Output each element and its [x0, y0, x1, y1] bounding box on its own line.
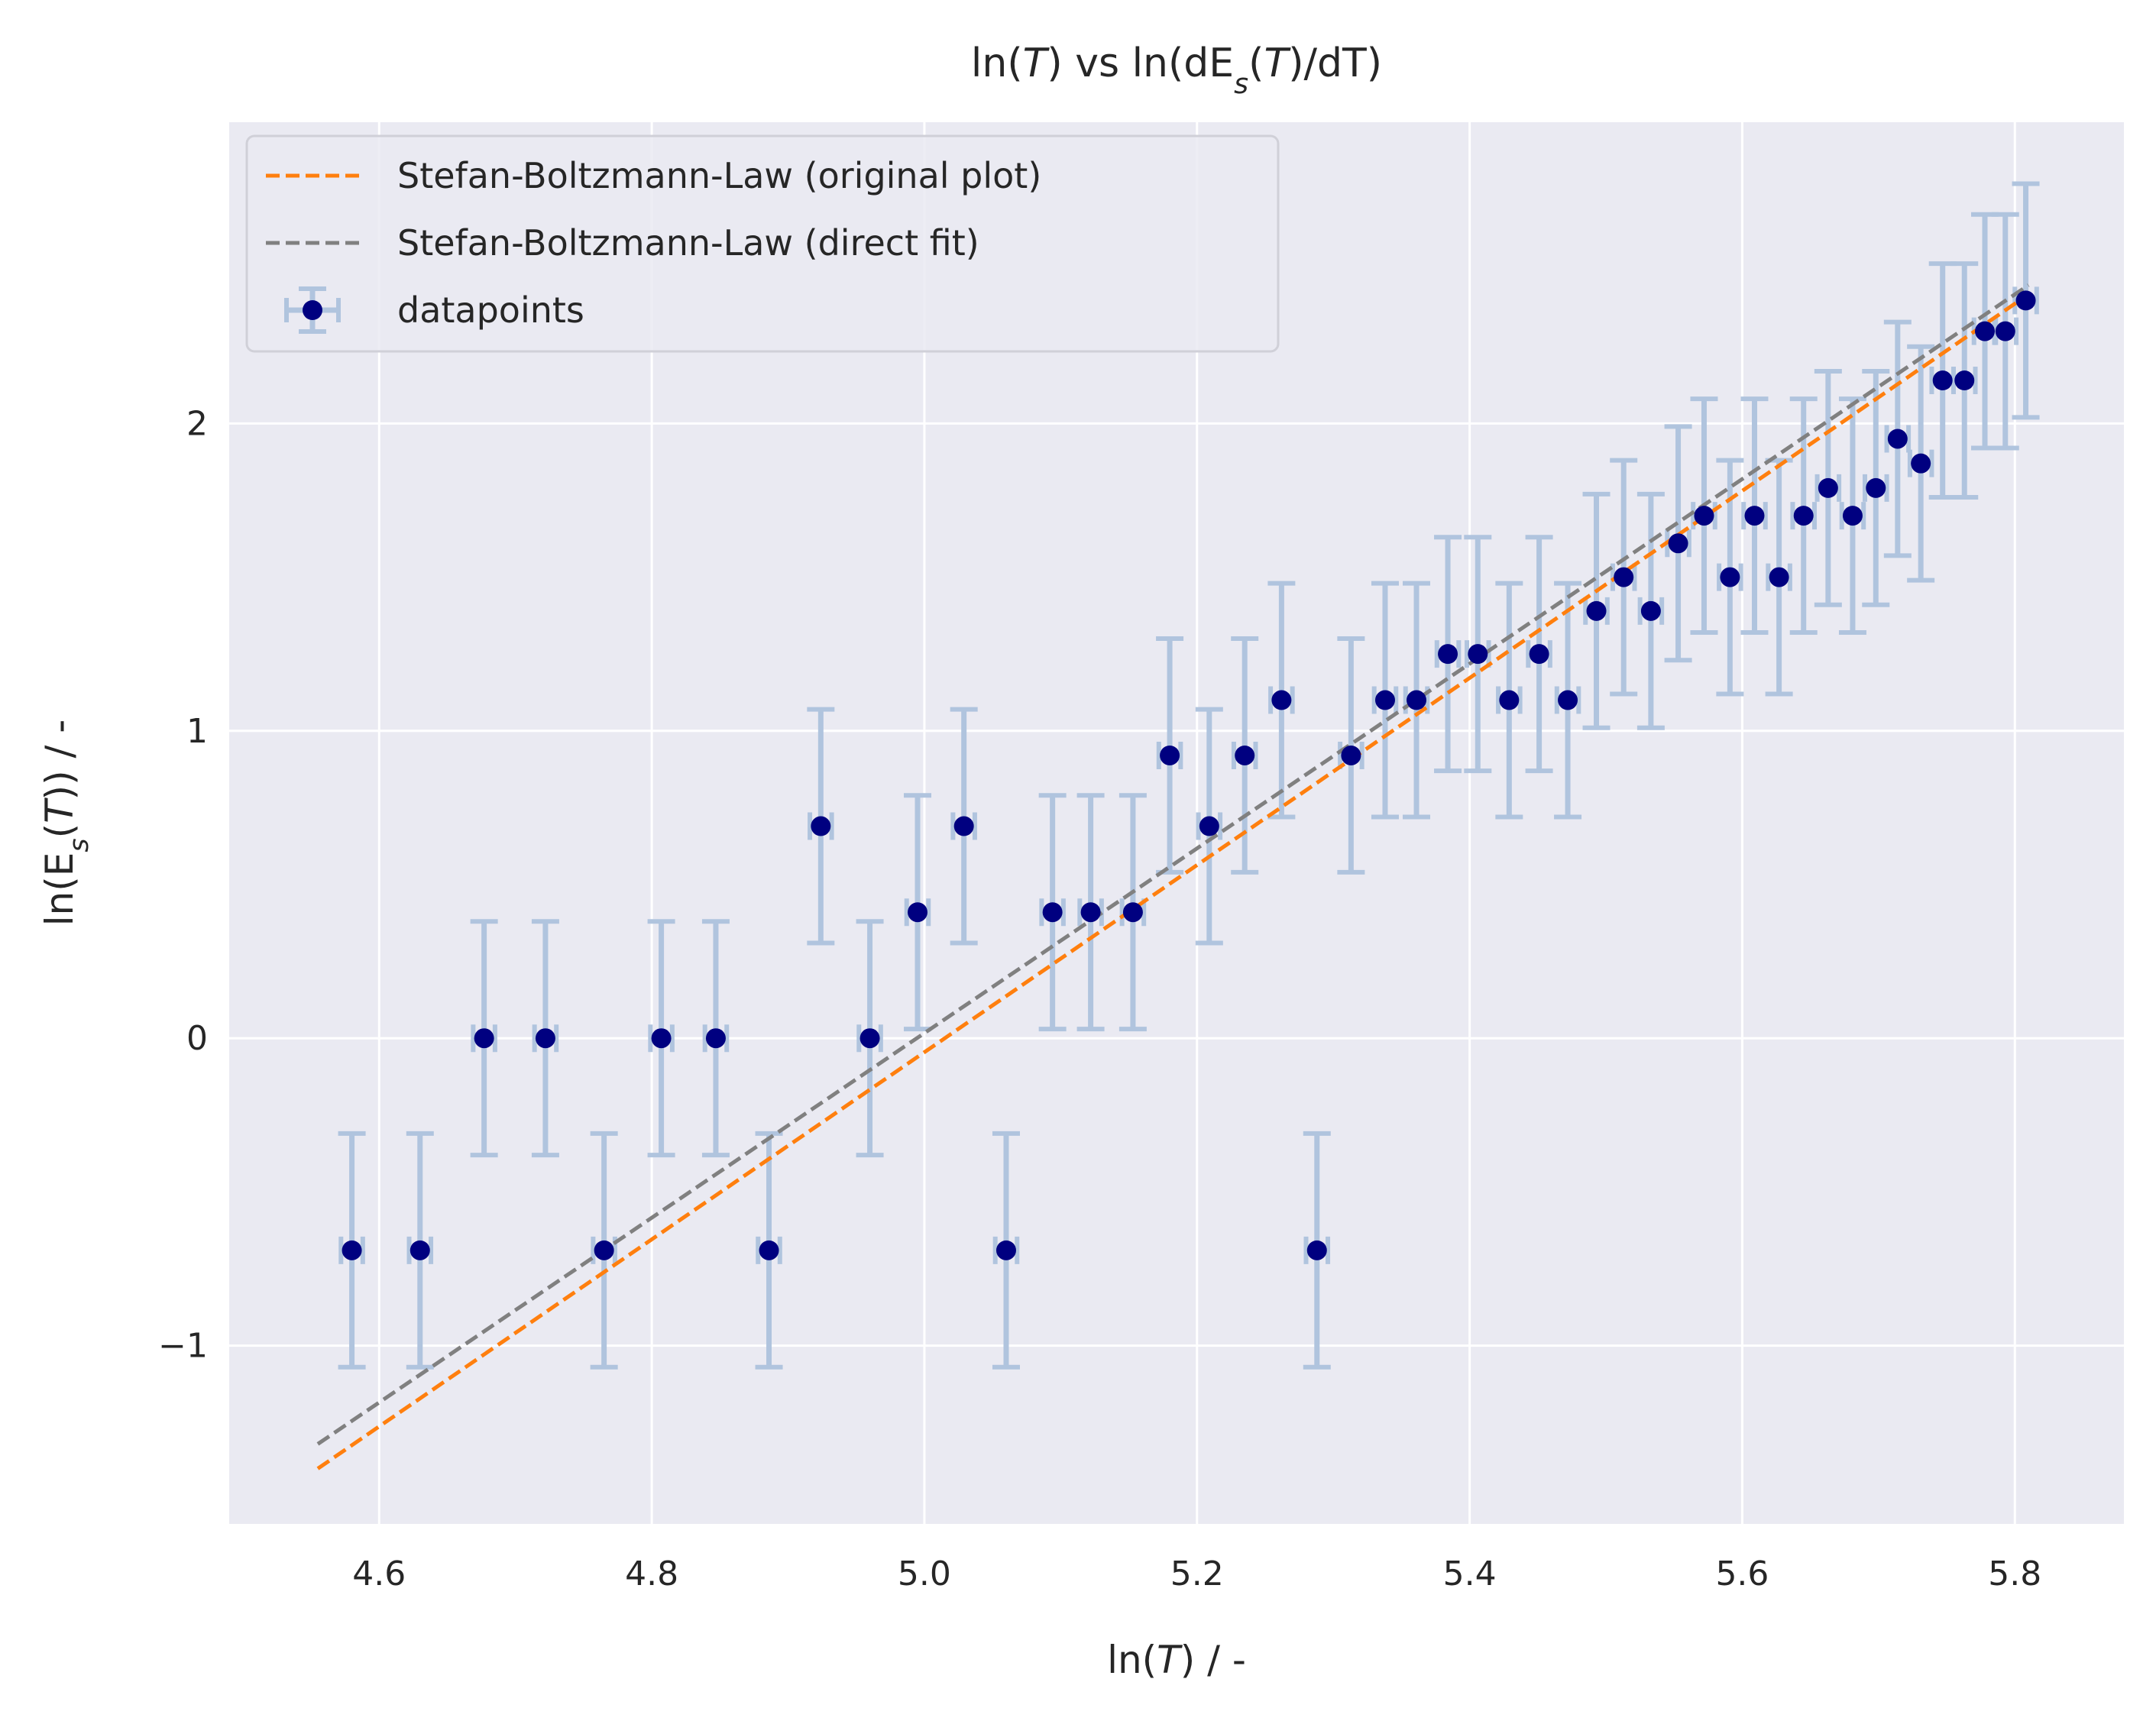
- legend: Stefan-Boltzmann-Law (original plot) Stef…: [245, 134, 1280, 353]
- datapoint: [594, 1240, 614, 1260]
- datapoint: [705, 1028, 726, 1049]
- datapoint: [1586, 600, 1607, 621]
- y-tick-label: 2: [186, 404, 208, 443]
- datapoint: [1932, 370, 1953, 391]
- tick-labels: 4.6 4.8 5.0 5.2 5.4 5.6 5.8 −1 0 1 2: [158, 404, 2041, 1593]
- series-layer: [316, 181, 2040, 1470]
- datapoint: [1975, 321, 1996, 341]
- datapoint: [1769, 567, 1789, 587]
- x-tick-label: 5.2: [1170, 1554, 1224, 1593]
- datapoint: [1720, 567, 1740, 587]
- datapoint: [953, 816, 974, 836]
- datapoint: [1306, 1240, 1327, 1260]
- datapoint: [759, 1240, 779, 1260]
- datapoint: [1271, 690, 1292, 710]
- legend-entry-label: datapoints: [397, 290, 584, 331]
- y-tick-label: 1: [186, 712, 208, 751]
- datapoint: [1199, 816, 1219, 836]
- datapoint: [1160, 745, 1180, 765]
- datapoint: [1122, 902, 1143, 923]
- plot-area: [229, 122, 2124, 1524]
- datapoint: [1407, 690, 1427, 710]
- x-axis-label: ln(T) / -: [1107, 1638, 1246, 1682]
- datapoint: [1911, 453, 1931, 474]
- datapoint: [1954, 370, 1975, 391]
- chart-title: ln(T) vs ln(dEs(T)/dT): [971, 40, 1382, 100]
- grid: [229, 122, 2124, 1524]
- datapoint: [2015, 290, 2036, 311]
- legend-swatch-marker: [303, 300, 322, 320]
- legend-entry-label: Stefan-Boltzmann-Law (direct fit): [397, 222, 979, 264]
- datapoint: [1640, 600, 1661, 621]
- datapoint: [1438, 644, 1458, 665]
- legend-box: [245, 134, 1280, 353]
- x-tick-label: 4.6: [352, 1554, 406, 1593]
- datapoint: [1694, 506, 1714, 526]
- datapoint: [1468, 644, 1488, 665]
- datapoint: [1818, 477, 1838, 498]
- legend-entry-label: Stefan-Boltzmann-Law (original plot): [397, 155, 1041, 196]
- y-tick-label: 0: [186, 1019, 208, 1058]
- datapoint: [1744, 506, 1765, 526]
- x-tick-label: 5.6: [1715, 1554, 1769, 1593]
- datapoint: [1995, 321, 2015, 341]
- datapoint: [410, 1240, 430, 1260]
- datapoint: [651, 1028, 672, 1049]
- datapoint: [1793, 506, 1814, 526]
- datapoint: [1842, 506, 1863, 526]
- datapoint: [1235, 745, 1255, 765]
- line-original-plot: [316, 293, 2030, 1470]
- x-tick-label: 5.8: [1988, 1554, 2041, 1593]
- datapoint: [859, 1028, 880, 1049]
- datapoint: [1887, 429, 1908, 449]
- x-tick-label: 5.4: [1443, 1554, 1497, 1593]
- y-axis-label: ln(Es(T)) / -: [37, 720, 95, 927]
- datapoint: [1341, 745, 1361, 765]
- y-tick-label: −1: [158, 1327, 208, 1366]
- datapoint: [1499, 690, 1520, 710]
- datapoint: [995, 1240, 1016, 1260]
- datapoint: [1042, 902, 1063, 923]
- datapoint: [342, 1240, 362, 1260]
- datapoint: [1866, 477, 1886, 498]
- legend-items: Stefan-Boltzmann-Law (original plot) Stef…: [266, 155, 1041, 334]
- datapoint: [1374, 690, 1395, 710]
- datapoint: [1080, 902, 1101, 923]
- datapoint: [1529, 644, 1549, 665]
- datapoints: [342, 290, 2036, 1260]
- datapoint: [1668, 533, 1688, 554]
- datapoint: [811, 816, 831, 836]
- datapoint: [1558, 690, 1578, 710]
- datapoint: [535, 1028, 555, 1049]
- datapoint: [908, 902, 928, 923]
- x-tick-label: 5.0: [898, 1554, 951, 1593]
- datapoint: [474, 1028, 494, 1049]
- x-tick-label: 4.8: [625, 1554, 678, 1593]
- datapoint: [1614, 567, 1634, 587]
